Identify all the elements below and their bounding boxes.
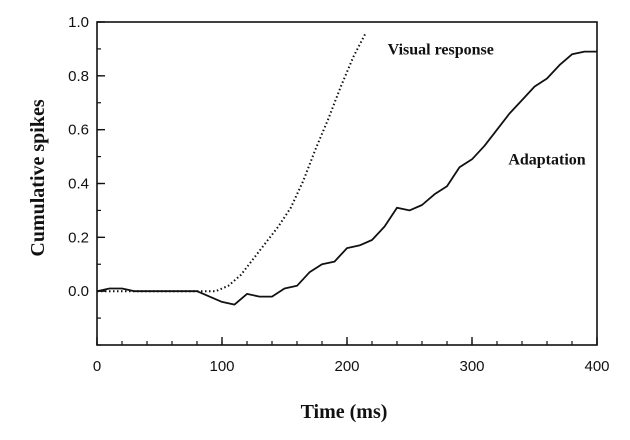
visual-response-annotation: Visual response — [388, 41, 494, 58]
adaptation-annotation: Adaptation — [508, 152, 585, 169]
adaptation-series-line — [96, 50, 597, 306]
x-tick-label: 400 — [584, 358, 609, 375]
y-tick-label: 0.2 — [68, 229, 89, 246]
y-tick-label: 0.4 — [68, 176, 89, 193]
x-axis-title: Time (ms) — [301, 401, 388, 423]
x-tick-label: 200 — [334, 358, 359, 375]
x-tick-label: 300 — [459, 358, 484, 375]
labels: Time (ms) Cumulative spikes Visual respo… — [27, 41, 586, 423]
x-tick-label: 100 — [209, 358, 234, 375]
plot-series — [96, 32, 597, 306]
y-tick-label: 1.0 — [68, 14, 89, 31]
y-axis-title: Cumulative spikes — [27, 99, 49, 256]
y-tick-label: 0.0 — [68, 283, 89, 300]
y-tick-label: 0.8 — [68, 68, 89, 85]
axes: 0 100 200 300 400 0.0 0.2 0.4 0.6 0.8 1.0 — [68, 14, 609, 375]
x-tick-label: 0 — [93, 358, 101, 375]
y-tick-label: 0.6 — [68, 122, 89, 139]
visual-response-series-line — [97, 32, 367, 293]
